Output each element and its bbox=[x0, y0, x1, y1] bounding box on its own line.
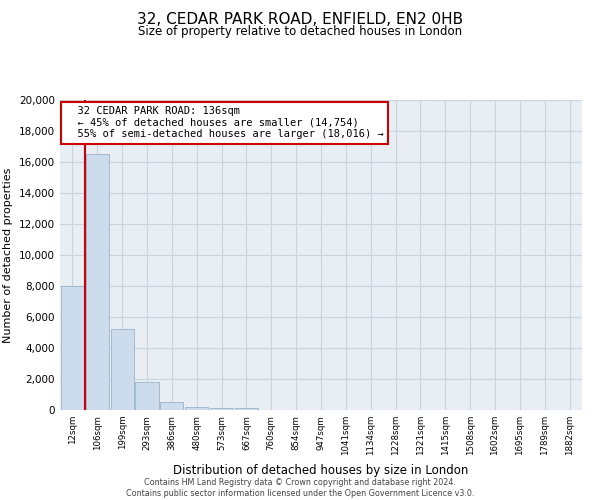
Bar bbox=[235, 408, 258, 410]
Text: Contains HM Land Registry data © Crown copyright and database right 2024.
Contai: Contains HM Land Registry data © Crown c… bbox=[126, 478, 474, 498]
Y-axis label: Number of detached properties: Number of detached properties bbox=[4, 168, 13, 342]
Bar bbox=[86, 154, 109, 410]
Bar bbox=[160, 402, 184, 410]
Text: Size of property relative to detached houses in London: Size of property relative to detached ho… bbox=[138, 25, 462, 38]
Bar bbox=[136, 382, 158, 410]
Bar bbox=[185, 407, 208, 410]
Bar bbox=[61, 286, 84, 410]
Bar bbox=[210, 408, 233, 410]
Text: 32 CEDAR PARK ROAD: 136sqm
  ← 45% of detached houses are smaller (14,754)
  55%: 32 CEDAR PARK ROAD: 136sqm ← 45% of deta… bbox=[65, 106, 384, 140]
Bar bbox=[110, 330, 134, 410]
Text: 32, CEDAR PARK ROAD, ENFIELD, EN2 0HB: 32, CEDAR PARK ROAD, ENFIELD, EN2 0HB bbox=[137, 12, 463, 28]
X-axis label: Distribution of detached houses by size in London: Distribution of detached houses by size … bbox=[173, 464, 469, 476]
